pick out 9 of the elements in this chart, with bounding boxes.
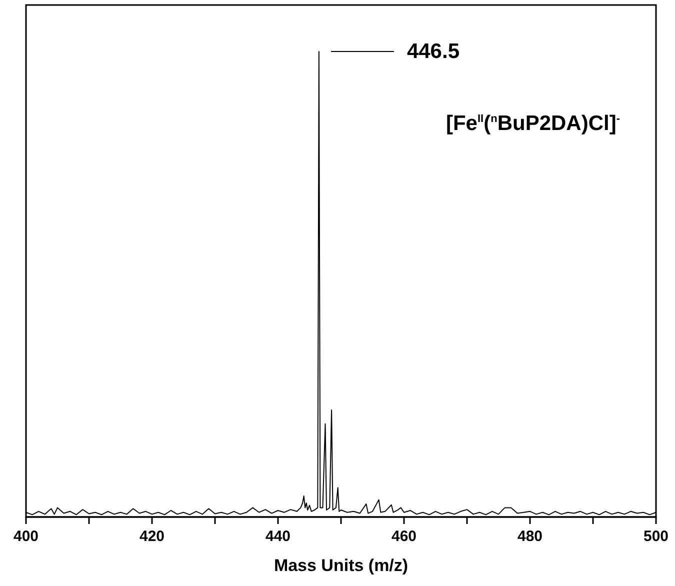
x-tick-label: 480 — [517, 528, 543, 545]
x-tick-label: 460 — [391, 528, 417, 545]
x-axis-title: Mass Units (m/z) — [274, 556, 408, 575]
annotation: [Fe$^{II}$($^{n}$BuP2DA)Cl]$^{-}$ — [446, 112, 620, 136]
x-tick-label: 440 — [265, 528, 291, 545]
x-tick-label: 400 — [13, 528, 39, 545]
x-tick-label: 500 — [643, 528, 669, 545]
x-tick-label: 420 — [139, 528, 165, 545]
annotation: 446.5 — [406, 40, 460, 64]
